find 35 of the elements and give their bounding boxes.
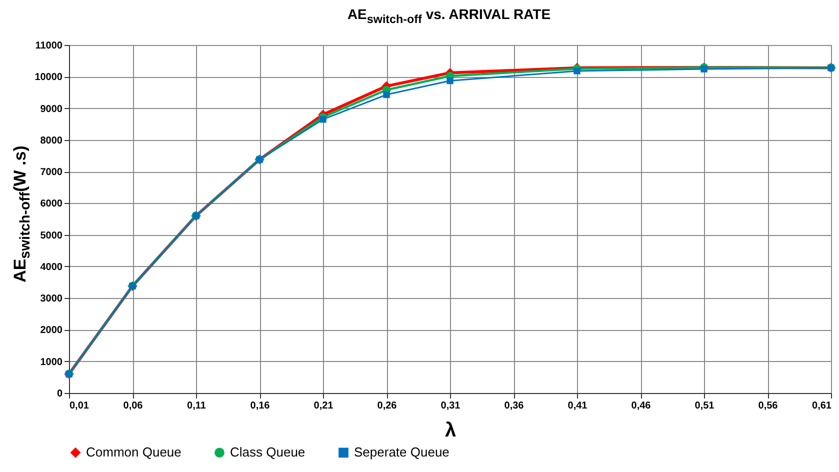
- point: [574, 68, 580, 74]
- legend-label: Class Queue: [230, 444, 306, 460]
- y-tick-label: 4000: [40, 262, 63, 273]
- x-tick-label: 0,16: [250, 400, 270, 412]
- point: [700, 66, 708, 72]
- y-tick-label: 10000: [34, 72, 63, 84]
- legend-label: Common Queue: [86, 444, 182, 460]
- x-tick-label: 0,36: [504, 400, 524, 412]
- y-tick-label: 2000: [40, 325, 63, 336]
- y-tick-label: 7000: [40, 167, 63, 178]
- y-tick-label: 11000: [35, 40, 63, 52]
- y-tick-label: 3000: [40, 294, 63, 305]
- x-tick-label: 0,26: [377, 400, 398, 412]
- x-tick-label: 0,31: [440, 400, 461, 412]
- point: [446, 77, 454, 84]
- y-tick-label: 8000: [40, 135, 63, 146]
- x-tick-label: 0,41: [568, 400, 588, 412]
- y-tick-label: 9000: [40, 104, 63, 115]
- x-tick-label: 0,01: [70, 400, 90, 412]
- y-tick-label: 0: [56, 388, 63, 400]
- x-tick-label: 0,61: [812, 400, 832, 412]
- x-tick-label: 0,21: [314, 400, 334, 412]
- x-tick-label: 0,06: [123, 400, 144, 412]
- y-tick-label: 5000: [40, 230, 63, 242]
- y-tick-label: 6000: [40, 198, 63, 210]
- x-tick-label: 0,46: [631, 400, 652, 412]
- chart-title: AE$_{switch-off}$ vs. ARRIVAL RATE: [346, 6, 552, 26]
- y-tick-label: 1000: [40, 356, 63, 368]
- x-tick-label: 0,51: [694, 400, 715, 412]
- x-tick-label: 0,11: [187, 400, 206, 412]
- point: [320, 116, 326, 123]
- x-axis-title: λ: [444, 420, 456, 442]
- point: [383, 91, 390, 98]
- legend-label: Seperate Queue: [354, 444, 450, 460]
- x-tick-label: 0,56: [758, 400, 778, 412]
